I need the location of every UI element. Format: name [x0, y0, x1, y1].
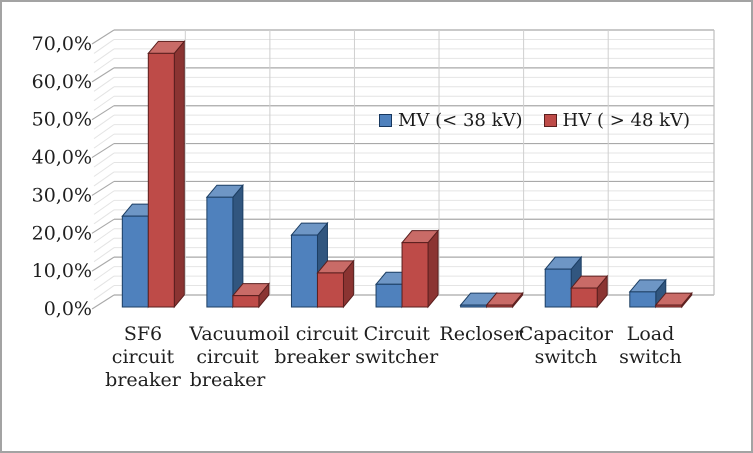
whisker-minor: [93, 114, 115, 130]
y-tick-label-50: 50,0%: [32, 109, 92, 131]
bar-hv-2-front: [316, 272, 344, 308]
whisker-major-50: [91, 105, 115, 121]
whisker-major-30: [91, 180, 115, 196]
whisker-minor: [93, 86, 115, 102]
whisker-major-40: [91, 143, 115, 159]
category-label-2: oil circuit: [266, 323, 358, 345]
y-tick-label-40: 40,0%: [32, 147, 92, 169]
bar-hv-3-side: [427, 229, 439, 309]
y-tick-label-10: 10,0%: [32, 260, 92, 282]
bar-hv-1-front: [232, 295, 260, 308]
y-tick-label-30: 30,0%: [32, 184, 92, 206]
bar-mv-2-front: [290, 234, 318, 308]
whisker-minor: [93, 152, 115, 168]
category-label-3: switcher: [355, 346, 439, 368]
bar-hv-4-front: [486, 304, 514, 308]
whisker-major-70: [91, 29, 115, 45]
category-label-1: circuit: [196, 346, 259, 368]
category-label-5: switch: [535, 346, 598, 368]
whisker-minor: [93, 199, 115, 215]
mv-series-swatch-icon: [379, 114, 392, 127]
whisker-major-20: [91, 218, 115, 234]
bar-hv-6-front: [655, 304, 683, 308]
bar-hv-5-front: [570, 287, 598, 308]
y-tick-label-70: 70,0%: [32, 33, 92, 55]
y-tick-label-60: 60,0%: [32, 71, 92, 93]
whisker-major-60: [91, 67, 115, 83]
bar-mv-1-front: [206, 196, 234, 308]
whisker-minor: [93, 247, 115, 263]
category-label-0: circuit: [112, 346, 175, 368]
whisker-minor: [93, 133, 115, 149]
category-label-2: breaker: [274, 346, 351, 368]
legend-label-hv: HV ( > 48 kV): [562, 110, 691, 131]
whisker-minor: [93, 95, 115, 111]
whisker-major-10: [91, 256, 115, 272]
category-label-0: breaker: [105, 369, 182, 391]
legend: MV (< 38 kV) HV ( > 48 kV): [379, 110, 690, 131]
category-label-5: Capacitor: [519, 323, 614, 345]
category-label-6: switch: [619, 346, 682, 368]
bar-hv-3-front: [401, 242, 429, 308]
whisker-minor: [93, 48, 115, 64]
whisker-minor: [93, 275, 115, 291]
y-tick-label-0: 0,0%: [44, 298, 92, 320]
bar-mv-5-front: [544, 268, 572, 308]
category-label-0: SF6: [124, 323, 162, 345]
whisker-minor: [93, 266, 115, 282]
whisker-minor: [93, 190, 115, 206]
y-tick-label-20: 20,0%: [32, 222, 92, 244]
category-label-1: breaker: [190, 369, 267, 391]
bar-hv-0-side: [173, 39, 185, 309]
whisker-minor: [93, 162, 115, 177]
whisker-minor: [93, 124, 115, 140]
whisker-major-0: [91, 294, 115, 310]
whisker-minor: [93, 237, 115, 253]
bar-hv-0-front: [147, 52, 175, 308]
whisker-minor: [93, 285, 115, 300]
hv-series-swatch-icon: [543, 114, 557, 127]
whisker-minor: [93, 57, 115, 73]
legend-entry-hv: HV ( > 48 kV): [543, 110, 691, 131]
category-label-6: Load: [627, 323, 675, 345]
bar-mv-4-front: [460, 304, 488, 308]
bar-mv-3-front: [375, 283, 403, 308]
whisker-minor: [93, 209, 115, 225]
category-label-4: Recloser: [439, 323, 524, 345]
whisker-minor: [93, 228, 115, 244]
category-label-1: Vacuum: [188, 323, 265, 345]
category-label-3: Circuit: [364, 323, 431, 345]
legend-entry-mv: MV (< 38 kV): [379, 110, 523, 131]
bar-mv-0-front: [121, 215, 149, 308]
bar-mv-6-front: [629, 291, 657, 308]
whisker-minor: [93, 39, 115, 54]
whisker-minor: [93, 76, 115, 92]
whisker-minor: [93, 171, 115, 187]
legend-label-mv: MV (< 38 kV): [398, 110, 523, 131]
